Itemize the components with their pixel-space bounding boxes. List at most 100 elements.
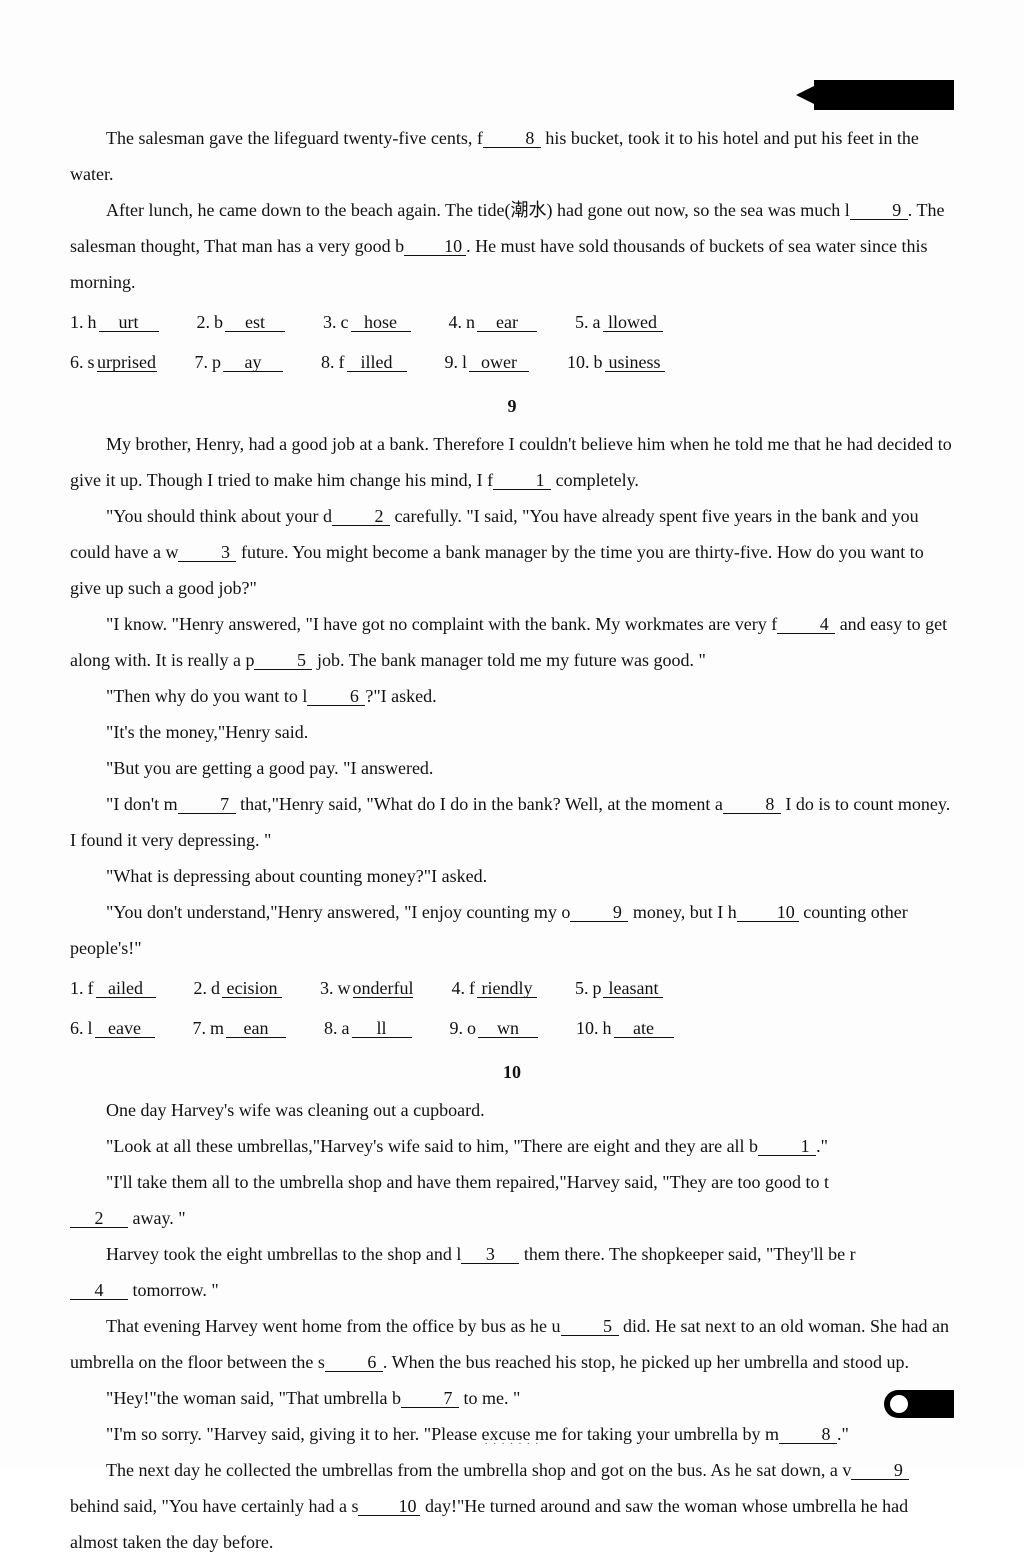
answer-number: 6. bbox=[70, 1010, 84, 1046]
answer-letter: m bbox=[210, 1010, 224, 1046]
text: them there. The shopkeeper said, "They'l… bbox=[519, 1244, 855, 1264]
answer-letter: h bbox=[88, 304, 97, 340]
answer-number: 3. bbox=[320, 970, 334, 1006]
s10-p8: The next day he collected the umbrellas … bbox=[70, 1452, 954, 1560]
answer-blank: eave bbox=[95, 1019, 155, 1038]
document-body: The salesman gave the lifeguard twenty-f… bbox=[70, 120, 954, 1560]
s9-answers-row2: 6.leave7.mean8.all9.own10.hate bbox=[70, 1010, 954, 1046]
answer-number: 5. bbox=[575, 304, 589, 340]
answer-blank: wn bbox=[478, 1019, 538, 1038]
answer-letter: n bbox=[466, 304, 475, 340]
blank-3: 3 bbox=[178, 543, 236, 562]
answer-blank: ower bbox=[469, 353, 529, 372]
blank-10: 10 bbox=[737, 903, 799, 922]
text: to me. " bbox=[459, 1388, 520, 1408]
text: The next day he collected the umbrellas … bbox=[106, 1460, 851, 1480]
section-10-title: 10 bbox=[70, 1054, 954, 1090]
answer-letter: b bbox=[214, 304, 223, 340]
answer-blank: ate bbox=[614, 1019, 674, 1038]
answer-item: 10.business bbox=[567, 344, 665, 380]
s9-p3: "I know. "Henry answered, "I have got no… bbox=[70, 606, 954, 678]
answer-blank: riendly bbox=[477, 979, 537, 998]
answer-blank: onderful bbox=[353, 979, 414, 998]
blank-5: 5 bbox=[254, 651, 312, 670]
text: "Then why do you want to l bbox=[106, 686, 307, 706]
blank-1: 1 bbox=[758, 1137, 816, 1156]
text: that,"Henry said, "What do I do in the b… bbox=[236, 794, 723, 814]
answer-item: 4.near bbox=[449, 304, 538, 340]
s8-answers-row2: 6.surprised7.pay8.filled9.lower10.busine… bbox=[70, 344, 954, 380]
answer-number: 7. bbox=[193, 1010, 207, 1046]
text: money, but I h bbox=[628, 902, 736, 922]
answer-item: 7.pay bbox=[195, 344, 284, 380]
answer-number: 6. bbox=[70, 344, 84, 380]
answer-number: 9. bbox=[450, 1010, 464, 1046]
text: "You should think about your d bbox=[106, 506, 332, 526]
s10-p5: That evening Harvey went home from the o… bbox=[70, 1308, 954, 1380]
text: After lunch, he came down to the beach a… bbox=[106, 200, 850, 220]
s9-p8: "What is depressing about counting money… bbox=[70, 858, 954, 894]
blank-10: 10 bbox=[404, 237, 466, 256]
blank-2: 2 bbox=[70, 1209, 128, 1228]
s10-p6: "Hey!"the woman said, "That umbrella b7 … bbox=[70, 1380, 954, 1416]
answer-letter: s bbox=[88, 344, 95, 380]
blank-9: 9 bbox=[850, 201, 908, 220]
blank-4: 4 bbox=[70, 1281, 128, 1300]
blank-8: 8 bbox=[779, 1425, 837, 1444]
answer-item: 1.hurt bbox=[70, 304, 159, 340]
answer-item: 5.allowed bbox=[575, 304, 663, 340]
answer-item: 3.wonderful bbox=[320, 970, 413, 1006]
text: Harvey took the eight umbrellas to the s… bbox=[70, 1244, 461, 1264]
s9-p7: "I don't m7 that,"Henry said, "What do I… bbox=[70, 786, 954, 858]
answer-letter: p bbox=[592, 970, 601, 1006]
answer-blank: ear bbox=[477, 313, 537, 332]
text: job. The bank manager told me my future … bbox=[312, 650, 705, 670]
answer-number: 4. bbox=[451, 970, 465, 1006]
blank-8: 8 bbox=[483, 129, 541, 148]
answer-blank: est bbox=[225, 313, 285, 332]
text: "You don't understand,"Henry answered, "… bbox=[106, 902, 570, 922]
text: ?"I asked. bbox=[365, 686, 436, 706]
answer-item: 4.friendly bbox=[451, 970, 537, 1006]
answer-number: 8. bbox=[321, 344, 335, 380]
answer-item: 2.best bbox=[197, 304, 286, 340]
s8-p2: After lunch, he came down to the beach a… bbox=[70, 192, 954, 300]
answer-blank: ailed bbox=[96, 979, 156, 998]
answer-item: 9.lower bbox=[445, 344, 530, 380]
text: One day Harvey's wife was cleaning out a… bbox=[106, 1100, 485, 1120]
text: ." bbox=[837, 1424, 849, 1444]
blank-9: 9 bbox=[851, 1461, 909, 1480]
answer-number: 10. bbox=[576, 1010, 599, 1046]
answer-letter: a bbox=[342, 1010, 350, 1046]
blank-6: 6 bbox=[325, 1353, 383, 1372]
blank-10: 10 bbox=[358, 1497, 420, 1516]
answer-blank: hose bbox=[351, 313, 411, 332]
s10-p4: Harvey took the eight umbrellas to the s… bbox=[70, 1236, 954, 1308]
answer-number: 2. bbox=[194, 970, 208, 1006]
answer-letter: c bbox=[341, 304, 349, 340]
answer-letter: a bbox=[593, 304, 601, 340]
text: ." bbox=[816, 1136, 828, 1156]
text: completely. bbox=[551, 470, 639, 490]
page: The salesman gave the lifeguard twenty-f… bbox=[0, 0, 1024, 1468]
answer-number: 3. bbox=[323, 304, 337, 340]
section-9-title: 9 bbox=[70, 388, 954, 424]
text: "I'm so sorry. "Harvey said, giving it t… bbox=[106, 1424, 779, 1444]
answer-item: 7.mean bbox=[193, 1010, 287, 1046]
blank-8: 8 bbox=[723, 795, 781, 814]
answer-blank: llowed bbox=[603, 313, 663, 332]
text: "Look at all these umbrellas,"Harvey's w… bbox=[106, 1136, 758, 1156]
blank-4: 4 bbox=[777, 615, 835, 634]
answer-letter: f bbox=[339, 344, 345, 380]
answer-letter: d bbox=[211, 970, 220, 1006]
s8-p1: The salesman gave the lifeguard twenty-f… bbox=[70, 120, 954, 192]
header-logo bbox=[814, 80, 954, 110]
blank-7: 7 bbox=[401, 1389, 459, 1408]
blank-3: 3 bbox=[461, 1245, 519, 1264]
answer-number: 1. bbox=[70, 970, 84, 1006]
answer-number: 5. bbox=[575, 970, 589, 1006]
answer-letter: h bbox=[603, 1010, 612, 1046]
blank-5: 5 bbox=[561, 1317, 619, 1336]
answer-number: 10. bbox=[567, 344, 590, 380]
answer-blank: ay bbox=[223, 353, 283, 372]
